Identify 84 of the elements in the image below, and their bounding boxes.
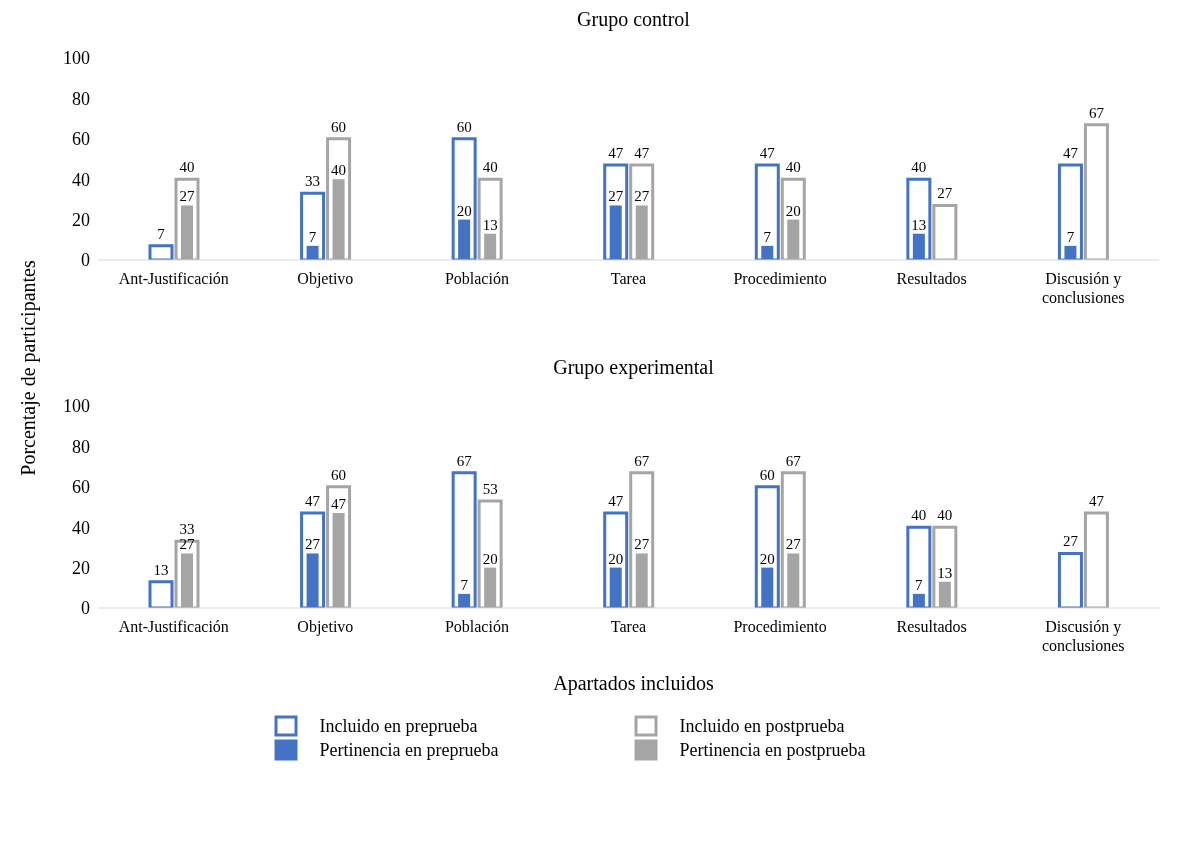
data-label: 27 — [1062, 533, 1079, 550]
y-tick-label: 0 — [81, 250, 90, 271]
data-label: 40 — [785, 159, 801, 176]
y-axis-title: Porcentaje de participantes — [16, 260, 40, 476]
data-label: 27 — [634, 536, 650, 553]
data-label: 47 — [1088, 493, 1105, 510]
data-label: 20 — [785, 202, 801, 219]
data-label: 47 — [634, 145, 650, 162]
data-label: 40 — [482, 159, 498, 176]
data-label: 20 — [608, 550, 624, 567]
data-label: 67 — [1088, 104, 1105, 121]
y-tick-label: 40 — [72, 517, 90, 538]
legend-label: Incluido en postprueba — [679, 715, 845, 737]
x-tick-label: Ant-Justificación — [118, 270, 229, 287]
y-tick-label: 100 — [63, 48, 90, 69]
x-tick-label: Población — [444, 270, 509, 287]
data-label: 47 — [759, 145, 776, 162]
data-label: 27 — [305, 536, 321, 553]
data-label: 7 — [308, 228, 317, 245]
data-label: 33 — [179, 521, 195, 538]
data-label: 60 — [331, 466, 347, 483]
y-tick-label: 80 — [72, 88, 90, 109]
x-tick-label: Ant-Justificación — [118, 618, 229, 635]
data-label: 53 — [482, 480, 498, 497]
data-label: 27 — [785, 536, 802, 553]
y-tick-label: 20 — [72, 209, 90, 230]
data-label: 47 — [331, 496, 347, 513]
data-label: 40 — [179, 159, 195, 176]
y-tick-label: 60 — [72, 129, 90, 150]
data-label: 7 — [1066, 228, 1075, 245]
x-tick-label: Discusión y conclusiones — [1041, 270, 1125, 306]
data-label: 13 — [937, 564, 953, 581]
x-tick-label: Tarea — [610, 270, 647, 287]
data-label: 33 — [305, 173, 321, 190]
data-label: 13 — [911, 216, 927, 233]
y-tick-label: 60 — [72, 477, 90, 498]
y-tick-label: 0 — [81, 598, 90, 619]
x-tick-label: Objetivo — [297, 618, 354, 636]
data-label: 27 — [937, 185, 953, 202]
x-tick-label: Objetivo — [297, 270, 354, 288]
data-label: 40 — [911, 159, 927, 176]
y-tick-label: 100 — [63, 396, 90, 417]
x-axis-title: Apartados incluidos — [552, 672, 715, 695]
data-label: 7 — [915, 576, 924, 593]
data-label: 47 — [1062, 145, 1079, 162]
data-label: 27 — [608, 188, 624, 205]
data-label: 20 — [482, 550, 498, 567]
data-label: 27 — [179, 188, 195, 205]
data-label: 67 — [785, 452, 802, 469]
data-label: 7 — [763, 228, 772, 245]
data-label: 13 — [482, 216, 498, 233]
data-label: 47 — [305, 493, 321, 510]
data-label: 67 — [634, 452, 650, 469]
legend-label: Pertinencia en preprueba — [319, 739, 499, 761]
x-tick-label: Resultados — [896, 618, 967, 635]
x-tick-label: Tarea — [610, 618, 647, 635]
y-tick-label: 20 — [72, 557, 90, 578]
x-tick-label: Discusión y conclusiones — [1041, 618, 1125, 654]
data-label: 67 — [456, 452, 473, 469]
legend-label: Pertinencia en postprueba — [679, 739, 866, 761]
data-label: 40 — [331, 162, 347, 179]
x-tick-label: Procedimiento — [733, 270, 827, 287]
data-label: 20 — [456, 202, 472, 219]
data-label: 7 — [460, 576, 469, 593]
y-tick-label: 40 — [72, 169, 90, 190]
data-label: 13 — [153, 561, 169, 578]
data-label: 7 — [157, 225, 166, 242]
x-tick-label: Procedimiento — [733, 618, 827, 635]
data-label: 47 — [608, 493, 624, 510]
data-label: 47 — [608, 145, 624, 162]
data-label: 60 — [456, 118, 472, 135]
legend-label: Incluido en preprueba — [319, 715, 478, 737]
data-label: 60 — [759, 466, 775, 483]
data-label: 27 — [179, 536, 195, 553]
x-tick-label: Resultados — [896, 270, 967, 287]
chart-title: Grupo control — [576, 8, 691, 33]
x-tick-label: Población — [444, 618, 509, 635]
y-tick-label: 80 — [72, 436, 90, 457]
data-label: 20 — [759, 550, 775, 567]
data-label: 60 — [331, 118, 347, 135]
data-label: 40 — [937, 507, 953, 524]
data-label: 27 — [634, 188, 650, 205]
data-label: 40 — [911, 507, 927, 524]
chart-title: Grupo experimental — [553, 356, 714, 378]
